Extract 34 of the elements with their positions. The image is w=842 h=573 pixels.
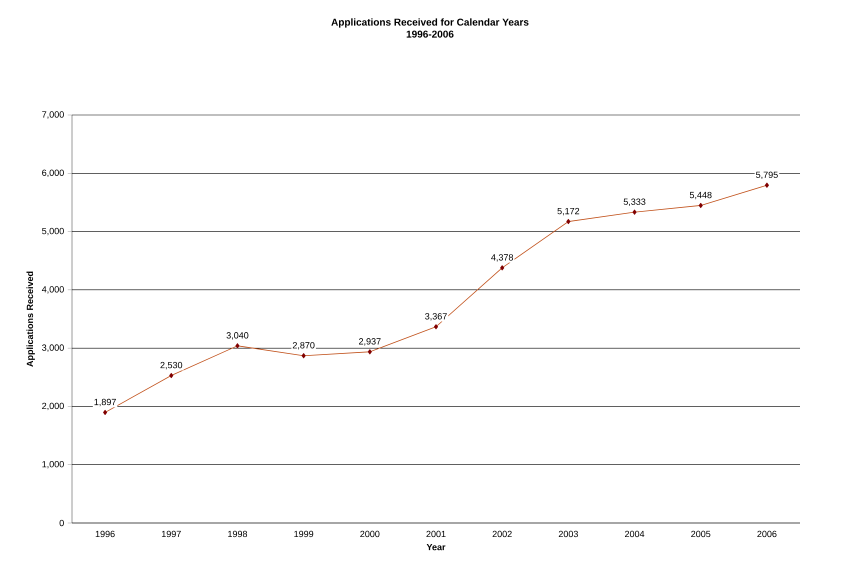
x-tick-label: 2002 [492,530,512,538]
data-label: 2,870 [292,342,315,350]
y-tick-label: 2,000 [42,402,64,410]
x-tick-label: 2000 [360,530,380,538]
data-label: 5,172 [557,208,580,216]
y-tick-label: 0 [60,520,64,526]
x-tick-label: 1997 [162,530,181,538]
data-label: 3,367 [425,313,447,321]
x-tick-label: 2006 [757,530,777,538]
x-tick-label: 2005 [691,530,710,538]
x-tick-label: 1998 [228,530,248,538]
data-label: 5,795 [756,172,778,180]
y-tick-label: 1,000 [42,461,64,468]
data-label: 1,897 [94,398,116,406]
y-tick-label: 3,000 [42,344,64,352]
data-label: 3,040 [226,332,248,340]
y-tick-label: 6,000 [42,170,64,178]
x-axis-title: Year [426,544,446,550]
chart-subtitle: 1996-2006 [406,30,454,38]
x-tick-label: 1996 [96,530,115,538]
data-label: 2,530 [160,362,182,370]
y-tick-label: 5,000 [42,228,64,236]
data-label: 4,378 [491,254,514,262]
y-tick-label: 7,000 [42,111,64,119]
x-tick-label: 2003 [558,530,578,538]
data-label: 5,333 [624,198,646,206]
data-label: 2,937 [359,338,381,346]
chart-title: Applications Received for Calendar Years [331,18,529,28]
data-label: 5,448 [690,192,712,200]
x-tick-label: 1999 [294,530,314,538]
x-tick-label: 2001 [426,530,446,538]
y-tick-label: 4,000 [42,286,64,294]
y-axis-title: Applications Received [26,272,35,367]
x-tick-label: 2004 [624,530,644,538]
